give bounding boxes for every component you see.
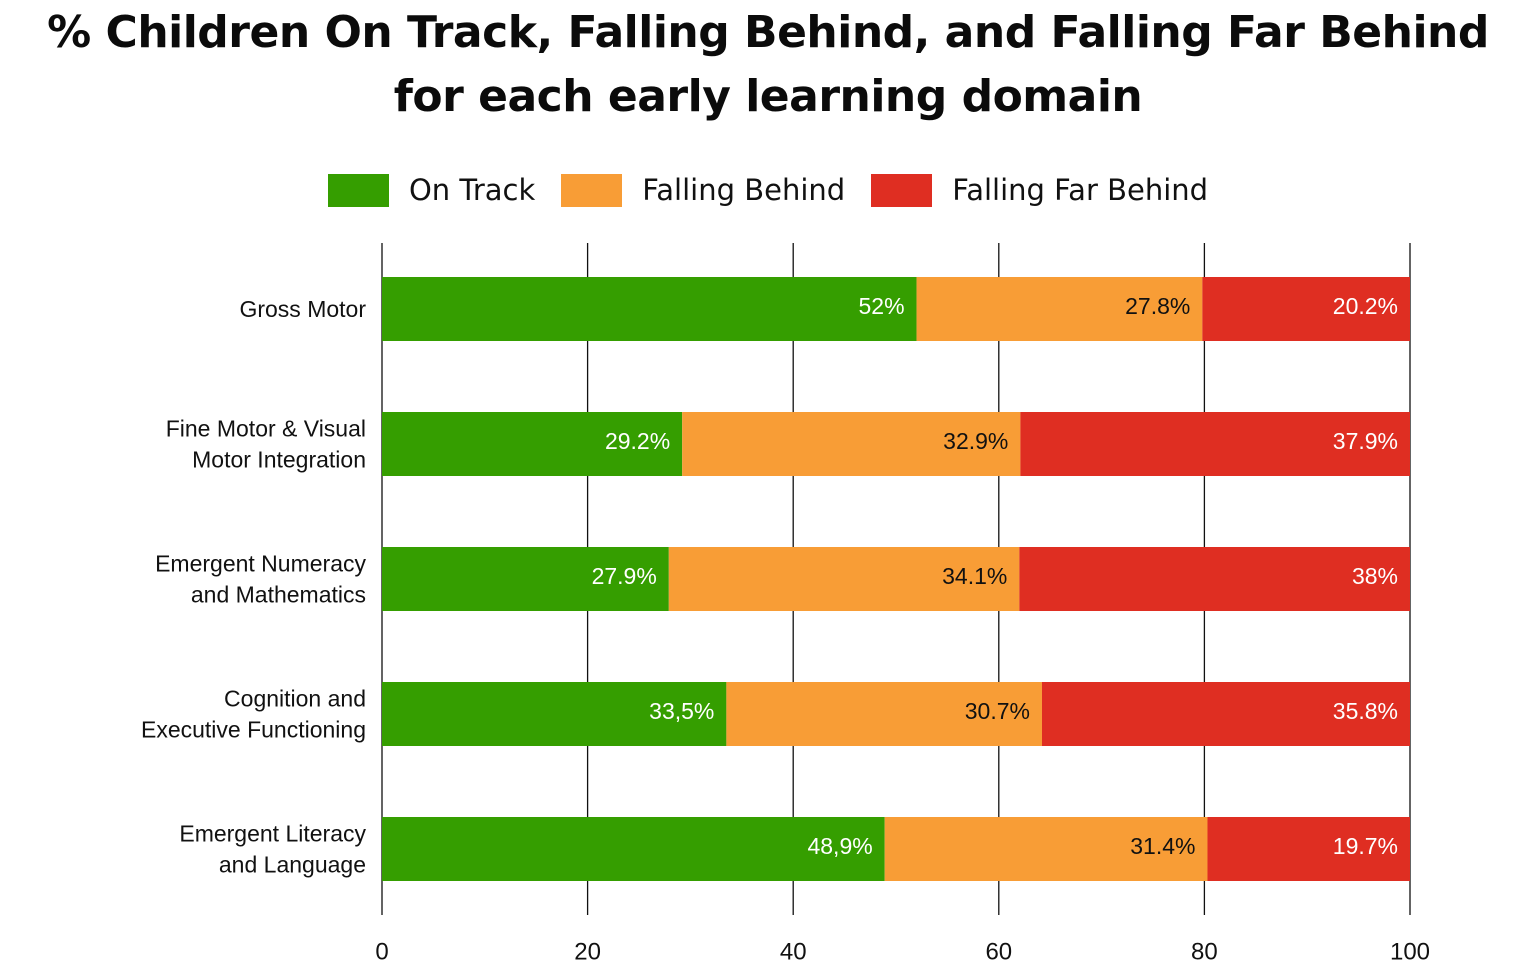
legend-label-falling-behind: Falling Behind [642,173,846,207]
category-label-line: Executive Functioning [141,717,366,743]
value-label-falling-behind-4: 30.7% [965,698,1030,724]
bar-on-track-1 [382,277,917,341]
category-labels: Gross Motor Fine Motor & Visual Motor Inte… [141,296,367,878]
bar-on-track-3 [382,547,669,611]
bar-falling-behind-2 [682,412,1021,476]
legend-swatch-falling-behind [561,173,623,207]
x-tick-label-60: 60 [985,938,1012,963]
legend-item-falling-far-behind: Falling Far Behind [871,173,1208,207]
bar-falling-far-behind-1 [1202,277,1410,341]
bar-on-track-5 [382,817,885,881]
bar-falling-far-behind-5 [1207,817,1410,881]
legend-item-on-track: On Track [327,173,536,207]
x-tick-label-40: 40 [780,938,807,963]
bar-falling-far-behind-4 [1041,682,1410,746]
category-label-4: Cognition and Executive Functioning [141,686,366,743]
x-tick-label-100: 100 [1390,938,1430,963]
value-label-falling-far-behind-4: 35.8% [1333,698,1398,724]
x-tick-label-80: 80 [1191,938,1218,963]
value-label-on-track-4: 33,5% [649,698,714,724]
value-label-falling-behind-2: 32.9% [943,428,1008,454]
bar-value-labels: 52% 27.8% 20.2% 29.2% 32.9% 37.9% 27.9% 34.1% 38… [592,293,1398,859]
value-label-on-track-3: 27.9% [592,563,657,589]
bar-on-track-2 [382,412,683,476]
chart-title-line-1: % Children On Track, Falling Behind, and… [47,7,1489,58]
chart-legend: On Track Falling Behind Falling Far Behi… [0,172,1536,208]
bar-falling-far-behind-3 [1019,547,1410,611]
value-label-falling-far-behind-2: 37.9% [1333,428,1398,454]
value-label-falling-far-behind-5: 19.7% [1333,833,1398,859]
legend-item-falling-behind: Falling Behind [561,173,845,207]
bar-falling-behind-1 [916,277,1203,341]
category-label-line: Cognition and [224,686,366,712]
legend-label-on-track: On Track [408,173,536,207]
category-label-3: Emergent Numeracy and Mathematics [155,551,366,608]
category-label-line: Gross Motor [239,296,366,322]
value-label-falling-far-behind-3: 38% [1352,563,1398,589]
category-label-line: Fine Motor & Visual [166,416,366,442]
legend-label-falling-far-behind: Falling Far Behind [952,173,1209,207]
value-label-on-track-1: 52% [859,293,905,319]
category-label-2: Fine Motor & Visual Motor Integration [166,416,366,473]
category-label-1: Gross Motor [239,296,366,322]
x-tick-label-0: 0 [375,938,388,963]
bar-falling-far-behind-2 [1020,412,1410,476]
category-label-line: and Language [219,852,366,878]
value-label-falling-behind-5: 31.4% [1130,833,1195,859]
category-label-line: Emergent Literacy [179,821,366,847]
bar-falling-behind-3 [668,547,1020,611]
value-label-falling-far-behind-1: 20.2% [1333,293,1398,319]
x-tick-label-20: 20 [574,938,601,963]
category-label-line: Motor Integration [192,447,366,473]
category-label-5: Emergent Literacy and Language [179,821,366,878]
bar-on-track-4 [382,682,727,746]
bar-falling-behind-5 [884,817,1208,881]
legend-swatch-falling-far-behind [871,173,933,207]
x-axis-tick-labels: 0 20 40 60 80 100 [375,938,1430,963]
value-label-on-track-5: 48,9% [807,833,872,859]
value-label-on-track-2: 29.2% [605,428,670,454]
bar-falling-behind-4 [726,682,1042,746]
legend-swatch-on-track [327,173,389,207]
bars [382,277,1410,881]
category-label-line: Emergent Numeracy [155,551,366,577]
value-label-falling-behind-3: 34.1% [942,563,1007,589]
category-label-line: and Mathematics [191,582,366,608]
chart-title-line-2: for each early learning domain [393,71,1143,122]
value-label-falling-behind-1: 27.8% [1125,293,1190,319]
